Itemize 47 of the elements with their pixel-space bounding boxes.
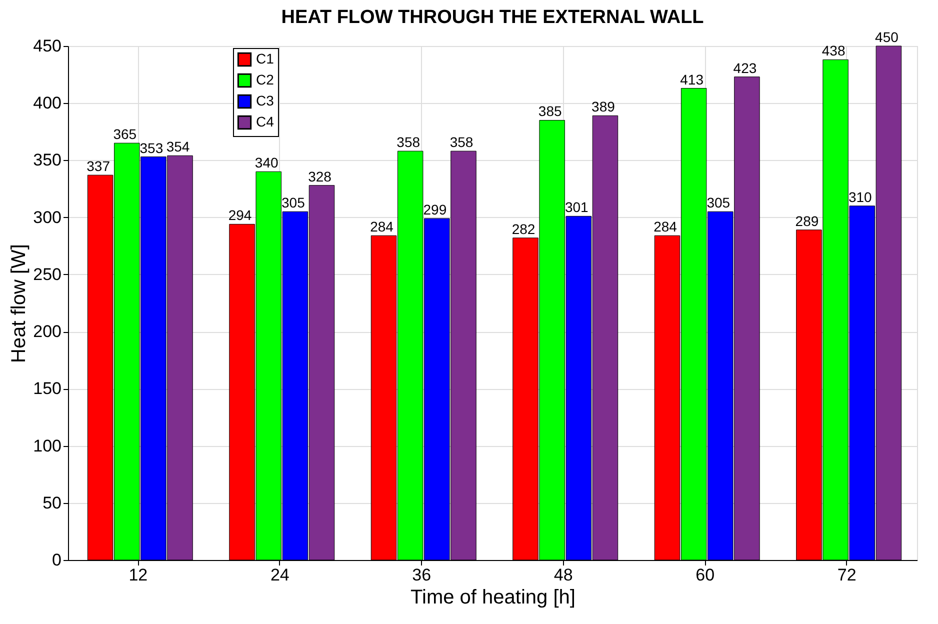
data-label: 354 (166, 138, 190, 155)
data-label: 299 (423, 201, 447, 218)
data-label: 337 (86, 158, 110, 174)
y-tick-label: 400 (33, 94, 62, 113)
x-tick-label: 12 (128, 566, 148, 584)
y-tick-label: 250 (33, 264, 62, 284)
legend-label: C3 (256, 92, 274, 108)
data-label: 340 (254, 154, 278, 171)
data-label: 438 (822, 42, 846, 59)
data-label: 365 (113, 126, 137, 142)
x-axis-title: Time of heating [h] (410, 586, 576, 608)
x-tick-label: 60 (696, 566, 715, 584)
chart-title: HEAT FLOW THROUGH THE EXTERNAL WALL (281, 7, 704, 28)
x-tick-label: 72 (837, 566, 856, 584)
y-tick-label: 150 (33, 379, 62, 398)
legend-label: C2 (256, 72, 274, 88)
data-label: 423 (733, 60, 757, 76)
y-tick-label: 100 (33, 436, 62, 456)
x-tick-label: 48 (554, 566, 573, 584)
data-label: 385 (538, 103, 562, 120)
y-tick-label: 300 (33, 208, 62, 227)
data-label: 358 (450, 134, 474, 150)
y-tick-label: 200 (33, 322, 62, 342)
data-label: 301 (564, 199, 589, 216)
y-tick-label: 350 (33, 150, 62, 170)
data-label: 389 (592, 98, 616, 115)
data-label: 305 (706, 194, 730, 211)
data-label: 305 (282, 194, 306, 211)
y-axis-title: Heat flow [W] (8, 244, 30, 363)
data-label: 358 (396, 134, 420, 150)
x-tick-label: 36 (412, 566, 432, 584)
data-label: 289 (795, 212, 819, 229)
legend-label: C4 (256, 114, 274, 130)
data-label: 284 (370, 218, 394, 235)
data-label: 413 (680, 71, 704, 88)
legend-label: C1 (256, 50, 274, 66)
y-tick-label: 0 (52, 550, 62, 570)
data-label: 310 (848, 188, 872, 205)
data-label: 282 (512, 220, 536, 237)
data-label: 450 (875, 29, 899, 45)
data-label: 284 (654, 218, 678, 235)
data-label: 353 (140, 140, 164, 156)
x-tick-label: 24 (270, 566, 290, 584)
y-tick-label: 450 (33, 36, 62, 56)
data-label: 294 (228, 207, 252, 224)
y-tick-label: 50 (42, 493, 62, 512)
data-label: 328 (308, 168, 332, 184)
